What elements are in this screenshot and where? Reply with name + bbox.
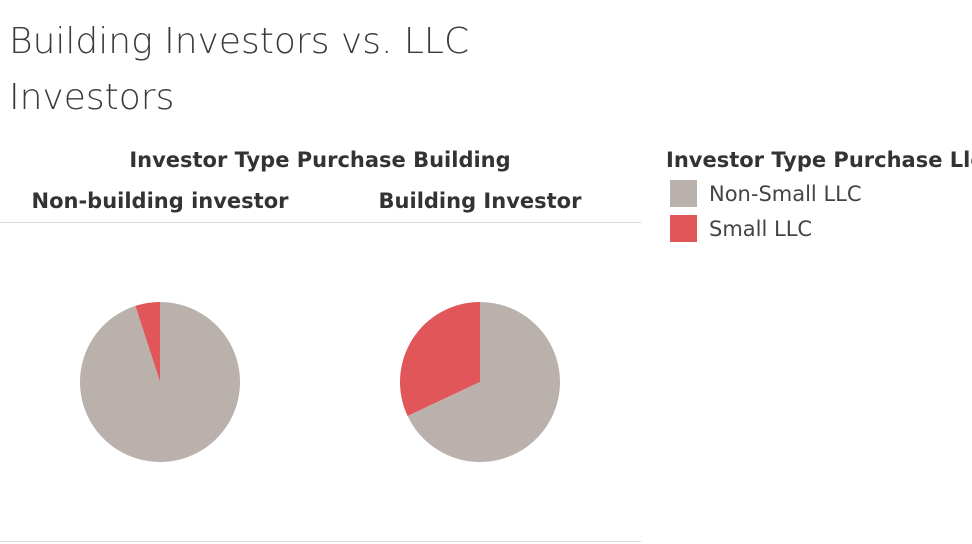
pane-label-building: Building Investor xyxy=(378,189,582,213)
legend-label-small-llc: Small LLC xyxy=(709,216,813,241)
pie-slice-building-small-llc[interactable] xyxy=(400,302,480,417)
legend-label-non-small-llc: Non-Small LLC xyxy=(709,181,862,206)
pie-slice-non-building-non-small-llc[interactable] xyxy=(80,302,241,462)
legend-title: Investor Type Purchase Llc xyxy=(666,148,972,172)
legend-swatch-non-small-llc xyxy=(670,180,697,207)
pie-slice-non-building-small-llc[interactable] xyxy=(135,302,160,382)
header-divider xyxy=(0,222,641,223)
legend-item-non-small-llc[interactable]: Non-Small LLC xyxy=(670,180,972,207)
legend-item-small-llc[interactable]: Small LLC xyxy=(670,215,972,242)
pane-label-non-building: Non-building investor xyxy=(31,189,289,213)
pie-chart-area xyxy=(80,302,560,462)
pie-slice-building-non-small-llc[interactable] xyxy=(407,302,560,462)
legend-swatch-small-llc xyxy=(670,215,697,242)
column-header: Investor Type Purchase Building xyxy=(129,148,511,172)
bottom-divider xyxy=(0,541,641,542)
legend: Investor Type Purchase Llc Non-Small LLC… xyxy=(666,148,972,242)
chart-title: Building Investors vs. LLC Investors xyxy=(9,21,470,118)
